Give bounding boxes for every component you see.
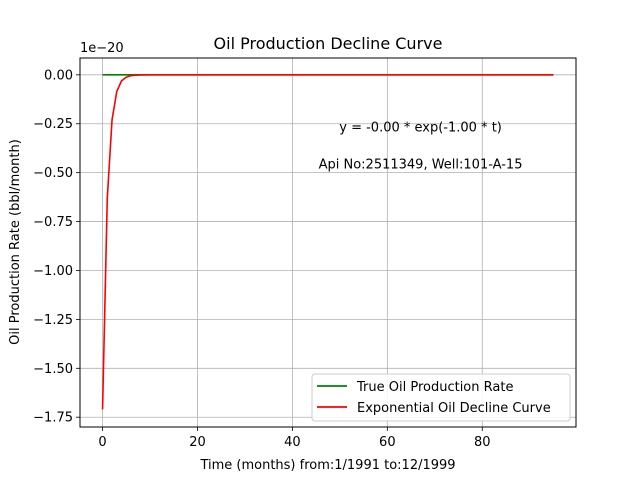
y-offset-text: 1e−20 [80, 41, 124, 56]
x-axis-ticks: 0 20 40 60 80 [98, 427, 491, 450]
series-line-exponential-decline [101, 74, 554, 410]
y-tick-label: 0.00 [44, 68, 73, 83]
y-tick-label: −0.50 [33, 166, 73, 181]
legend-box [311, 373, 571, 422]
y-axis-label: Oil Production Rate (bbl/month) [8, 139, 23, 345]
legend: True Oil Production Rate Exponential Oil … [311, 373, 571, 422]
y-axis-ticks: 0.00 −0.25 −0.50 −0.75 −1.00 −1.25 −1.50 −1.75 [33, 68, 80, 426]
series-layer [101, 74, 554, 410]
x-tick-label: 0 [98, 435, 106, 450]
annotation-text: y = -0.00 * exp(-1.00 * t) [339, 121, 502, 136]
grid [80, 58, 576, 427]
y-tick-label: −1.50 [33, 362, 73, 377]
x-tick-label: 20 [189, 435, 206, 450]
legend-entry-label: True Oil Production Rate [356, 380, 513, 395]
annotations: y = -0.00 * exp(-1.00 * t) Api No:2511349… [319, 121, 523, 173]
y-tick-label: −1.25 [33, 313, 73, 328]
legend-entry-label: Exponential Oil Decline Curve [357, 401, 551, 416]
x-tick-label: 40 [284, 435, 301, 450]
annotation-text: Api No:2511349, Well:101-A-15 [319, 158, 523, 173]
plot-frame [79, 57, 577, 428]
x-axis-label: Time (months) from:1/1991 to:12/1999 [199, 458, 455, 473]
y-tick-label: −1.00 [33, 264, 73, 279]
chart-title: Oil Production Decline Curve [214, 34, 443, 53]
y-tick-label: −0.25 [33, 117, 73, 132]
y-tick-label: −0.75 [33, 215, 73, 230]
x-tick-label: 60 [379, 435, 396, 450]
x-tick-label: 80 [474, 435, 491, 450]
y-tick-label: −1.75 [33, 411, 73, 426]
